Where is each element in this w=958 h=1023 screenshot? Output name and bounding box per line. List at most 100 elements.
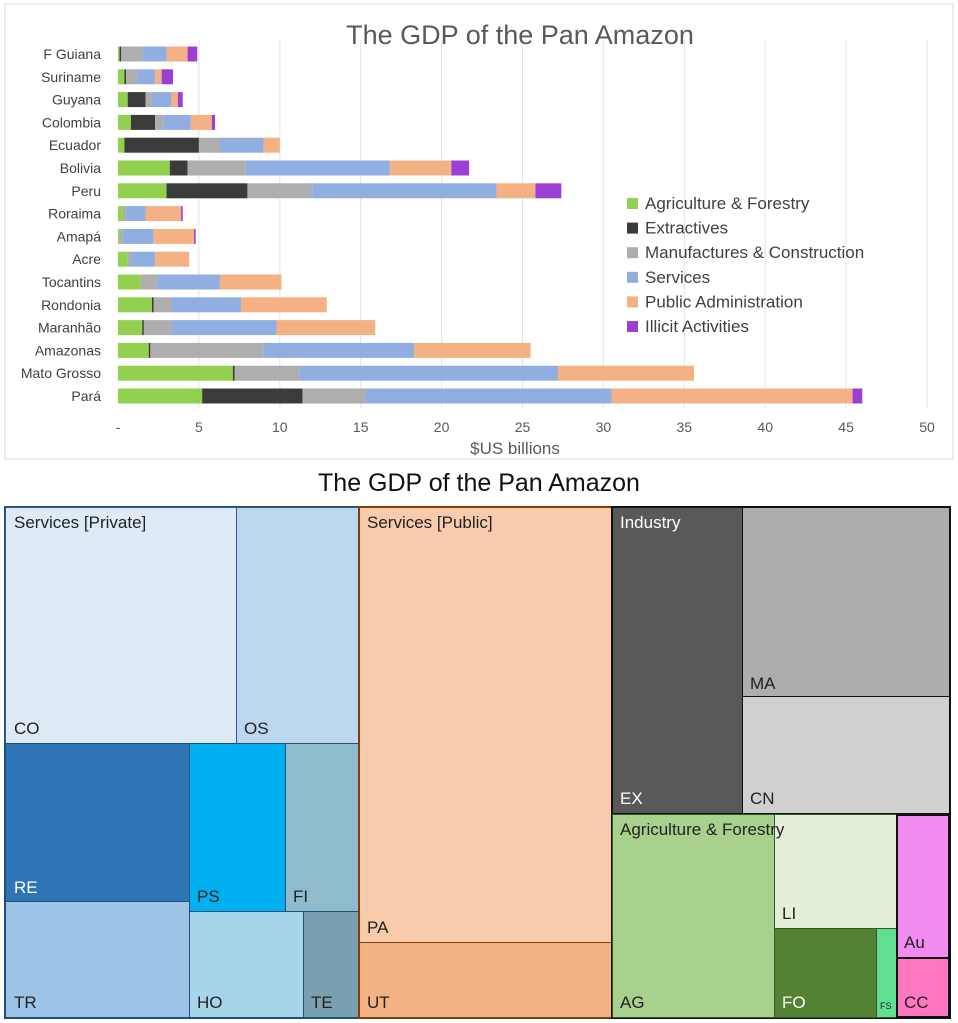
bar-segment-colombia-2 (155, 114, 164, 130)
treemap-label-tr: TR (14, 993, 37, 1012)
bar-segment-mato-grosso-3 (299, 365, 559, 381)
bar-segment-maranh-o-3 (171, 320, 277, 336)
bar-segment-amazonas-3 (263, 342, 415, 358)
x-tick-label: 25 (515, 419, 531, 435)
y-category-label: Acre (72, 251, 101, 267)
bar-segment-suriname-2 (126, 69, 138, 85)
x-tick-label: 35 (677, 419, 693, 435)
bar-segment-guyana-4 (171, 92, 178, 108)
treemap-cell-ut (359, 942, 612, 1018)
legend-label: Services (645, 268, 710, 287)
bar-segment-par--5 (852, 388, 863, 404)
treemap-label-ag: AG (620, 993, 645, 1012)
x-tick-label: 50 (919, 419, 935, 435)
bar-segment-amap--0 (118, 228, 120, 244)
y-category-label: Roraima (48, 206, 101, 222)
bar-segment-rondonia-2 (153, 297, 172, 313)
y-category-label: Guyana (52, 92, 101, 108)
chart-frame (4, 3, 954, 460)
y-category-label: Bolivia (60, 160, 101, 176)
bar-segment-par--1 (202, 388, 303, 404)
bar-segment-par--0 (118, 388, 203, 404)
bar-segment-suriname-5 (161, 69, 174, 85)
bar-segment-ecuador-0 (118, 137, 125, 153)
bar-segment-mato-grosso-2 (234, 365, 300, 381)
bar-segment-guyana-2 (145, 92, 152, 108)
y-category-label: Colombia (42, 114, 101, 130)
bar-segment-rondonia-3 (171, 297, 241, 313)
bar-segment-f-guiana-5 (187, 46, 198, 62)
y-category-label: Ecuador (49, 137, 101, 153)
bar-segment-tocantins-3 (156, 274, 220, 290)
bar-segment-peru-1 (166, 183, 248, 199)
legend-swatch (627, 198, 638, 209)
treemap-cell-ex (612, 507, 743, 814)
bar-segment-f-guiana-4 (166, 46, 188, 62)
stacked-bar-chart: - 5 10 15 20 25 30 35 40 45 50 The GDP of the Pan A… (0, 0, 958, 462)
legend-label: Extractives (645, 219, 728, 238)
bar-segment-f-guiana-1 (119, 46, 122, 62)
treemap-group-label-services-public: Services [Public] (367, 513, 493, 532)
bar-segment-roraima-2 (122, 206, 127, 222)
bar-segment-suriname-4 (155, 69, 162, 85)
treemap-label-re: RE (14, 878, 38, 897)
treemap-cell-tr (5, 901, 190, 1018)
bar-segment-ecuador-4 (263, 137, 280, 153)
treemap-label-fs: FS (880, 1001, 892, 1011)
treemap-cell-ag (612, 814, 775, 1018)
treemap-label-ex: EX (620, 789, 643, 808)
bar-segment-acre-2 (127, 251, 131, 267)
bar-segment-rondonia-4 (240, 297, 327, 313)
treemap-cell-os (236, 507, 359, 744)
treemap-chart: The GDP of the Pan Amazon Services [Priv… (0, 463, 958, 1023)
bar-segment-guyana-1 (127, 92, 146, 108)
bar-segment-bolivia-4 (389, 160, 452, 176)
bar-segment-roraima-5 (181, 206, 183, 222)
y-category-label: Rondonia (41, 297, 101, 313)
treemap-label-au: Au (904, 933, 925, 952)
treemap-label-te: TE (311, 993, 333, 1012)
bar-segment-tocantins-4 (219, 274, 282, 290)
legend-swatch (627, 222, 638, 234)
bar-segment-rondonia-1 (151, 297, 154, 313)
treemap-label-ps: PS (197, 887, 220, 906)
bar-segment-peru-4 (496, 183, 536, 199)
bar-segment-bolivia-5 (451, 160, 470, 176)
bar-segment-bolivia-1 (169, 160, 188, 176)
bar-segment-colombia-4 (190, 114, 212, 130)
bar-segment-tocantins-2 (140, 274, 157, 290)
x-tick-label: - (116, 419, 121, 435)
bar-segment-acre-4 (155, 251, 190, 267)
treemap-cell-fo (774, 928, 877, 1018)
treemap-cell-au (896, 814, 950, 959)
treemap-label-cn: CN (750, 789, 775, 808)
bar-segment-par--4 (611, 388, 853, 404)
y-category-label: F Guiana (43, 46, 101, 62)
bar-segment-suriname-0 (118, 69, 125, 85)
treemap-cell-ma (742, 507, 950, 697)
bar-segment-peru-3 (312, 183, 497, 199)
legend-label: Illicit Activities (645, 317, 749, 336)
bar-segment-amazonas-1 (148, 342, 151, 358)
treemap-group-label-services-private: Services [Private] (14, 513, 147, 532)
x-axis-label: $US billions (470, 439, 560, 458)
bar-segment-maranh-o-1 (142, 320, 144, 336)
bar-segment-acre-0 (118, 251, 128, 267)
bar-segment-bolivia-3 (245, 160, 390, 176)
bar-segment-f-guiana-2 (121, 46, 143, 62)
y-category-label: Suriname (41, 69, 101, 85)
bar-segment-colombia-1 (130, 114, 156, 130)
bar-segment-amap--2 (119, 228, 123, 244)
treemap-label-co: CO (14, 719, 40, 738)
legend-label: Agriculture & Forestry (645, 194, 810, 213)
legend-swatch (627, 247, 638, 259)
chart-title: The GDP of the Pan Amazon (346, 20, 694, 50)
bar-segment-mato-grosso-0 (118, 365, 233, 381)
treemap-group-label-industry: Industry (620, 513, 681, 532)
y-category-label: Amazonas (35, 342, 101, 358)
bar-segment-bolivia-0 (118, 160, 170, 176)
bar-segment-mato-grosso-4 (558, 365, 695, 381)
bar-segment-guyana-3 (151, 92, 172, 108)
bar-segment-guyana-5 (177, 92, 183, 108)
bar-segment-colombia-0 (118, 114, 131, 130)
